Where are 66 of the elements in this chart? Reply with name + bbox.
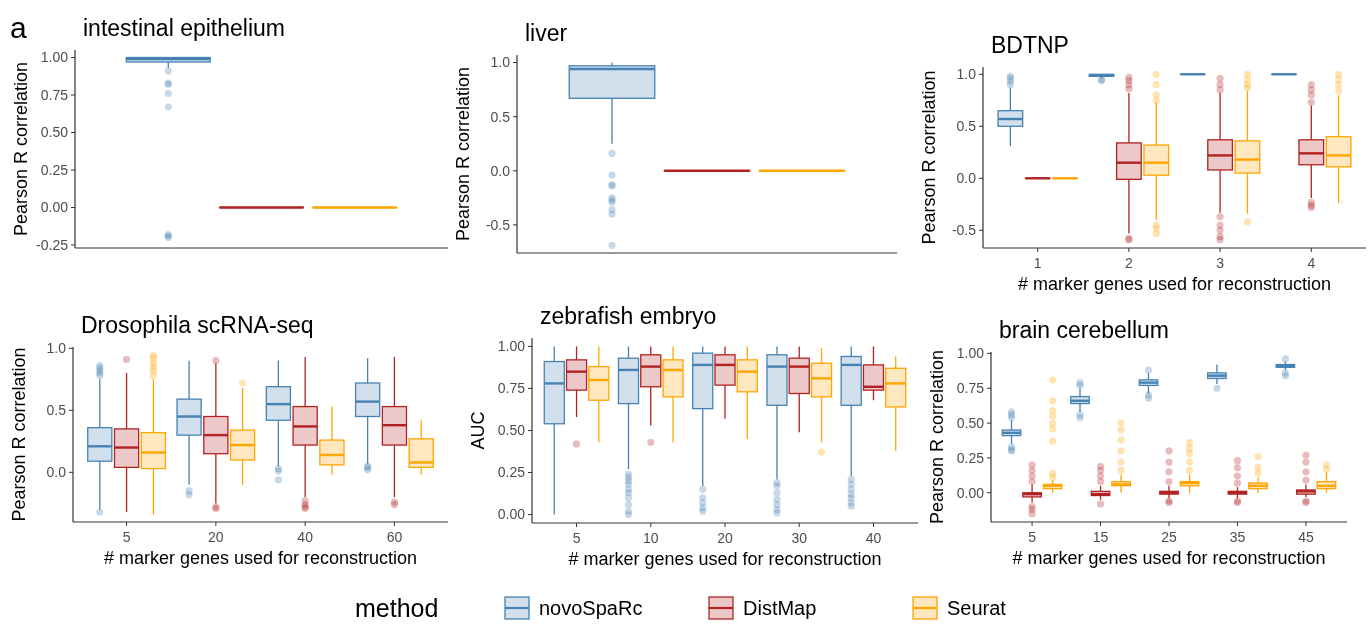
x-tick-label: 1 — [1033, 255, 1042, 271]
y-tick-label: 0.75 — [40, 86, 69, 103]
y-tick-label: 0.5 — [956, 118, 977, 135]
text: a — [10, 11, 27, 44]
y-tick-label: 0.75 — [497, 380, 526, 397]
y-tick-label: 1.0 — [956, 66, 977, 83]
chart-title: intestinal epithelium — [83, 15, 286, 41]
x-tick-label: 45 — [1298, 529, 1314, 545]
y-axis-title: Pearson R correlation — [927, 349, 947, 525]
y-tick-label: -0.5 — [485, 216, 511, 233]
x-tick-label: 20 — [208, 529, 224, 545]
x-tick-label: 35 — [1229, 529, 1246, 545]
y-tick-label: 0.00 — [40, 199, 69, 216]
x-tick-label: 5 — [122, 529, 131, 545]
y-tick-label: 0.00 — [497, 506, 526, 523]
y-tick-label: 0.0 — [46, 464, 67, 481]
y-tick-label: 0.75 — [956, 380, 985, 397]
legend-title: method — [355, 593, 439, 622]
y-tick-label: 0.50 — [497, 422, 526, 439]
x-tick-label: 2 — [1125, 255, 1134, 271]
y-tick-label: 0.0 — [956, 170, 977, 187]
y-tick-label: 0.5 — [46, 402, 67, 419]
x-tick-label: 25 — [1161, 529, 1177, 545]
chart-title: Drosophila scRNA-seq — [81, 312, 314, 338]
chart-title: zebrafish embryo — [540, 303, 717, 329]
y-tick-label: -0.25 — [36, 236, 69, 253]
x-tick-label: 3 — [1216, 255, 1225, 271]
y-tick-label: 1.0 — [490, 54, 511, 71]
legend-label: Seurat — [947, 597, 1007, 619]
x-tick-label: 30 — [791, 530, 808, 546]
y-tick-label: 0.25 — [40, 161, 69, 178]
y-tick-label: 0.50 — [956, 414, 985, 431]
y-tick-label: 0.25 — [956, 449, 985, 466]
x-axis-title: # marker genes used for reconstruction — [1012, 548, 1326, 568]
chart-title: brain cerebellum — [999, 317, 1170, 343]
y-tick-label: 1.00 — [40, 49, 69, 66]
x-axis-title: # marker genes used for reconstruction — [1017, 274, 1332, 294]
y-tick-label: 0.50 — [40, 124, 69, 141]
x-tick-label: 40 — [865, 530, 882, 546]
y-tick-label: 0.25 — [497, 464, 526, 481]
x-tick-label: 5 — [1028, 529, 1037, 545]
y-axis-title: AUC — [468, 411, 488, 450]
y-axis-title: Pearson R correlation — [9, 347, 29, 522]
x-tick-label: 10 — [642, 530, 659, 546]
x-tick-label: 5 — [572, 530, 581, 546]
y-axis-title: Pearson R correlation — [453, 66, 473, 242]
x-tick-label: 4 — [1307, 255, 1316, 271]
y-axis-title: Pearson R correlation — [919, 70, 939, 245]
y-tick-label: 1.00 — [497, 338, 526, 355]
chart-title: BDTNP — [991, 32, 1069, 58]
x-axis-title: # marker genes used for reconstruction — [103, 548, 418, 568]
x-tick-label: 40 — [297, 529, 314, 545]
y-tick-label: 1.00 — [956, 345, 985, 362]
y-tick-label: 0.0 — [490, 162, 511, 179]
y-tick-label: 0.00 — [956, 484, 985, 501]
x-tick-label: 60 — [386, 529, 403, 545]
x-tick-label: 20 — [717, 530, 733, 546]
y-tick-label: 1.0 — [46, 340, 67, 357]
legend-label: DistMap — [743, 597, 817, 619]
chart-title: liver — [525, 20, 568, 46]
y-axis-title: Pearson R correlation — [11, 61, 31, 237]
y-tick-label: -0.5 — [951, 222, 977, 239]
x-axis-title: # marker genes used for reconstruction — [568, 549, 882, 569]
x-tick-label: 15 — [1092, 529, 1109, 545]
legend-label: novoSpaRc — [539, 597, 643, 619]
y-tick-label: 0.5 — [490, 108, 511, 125]
